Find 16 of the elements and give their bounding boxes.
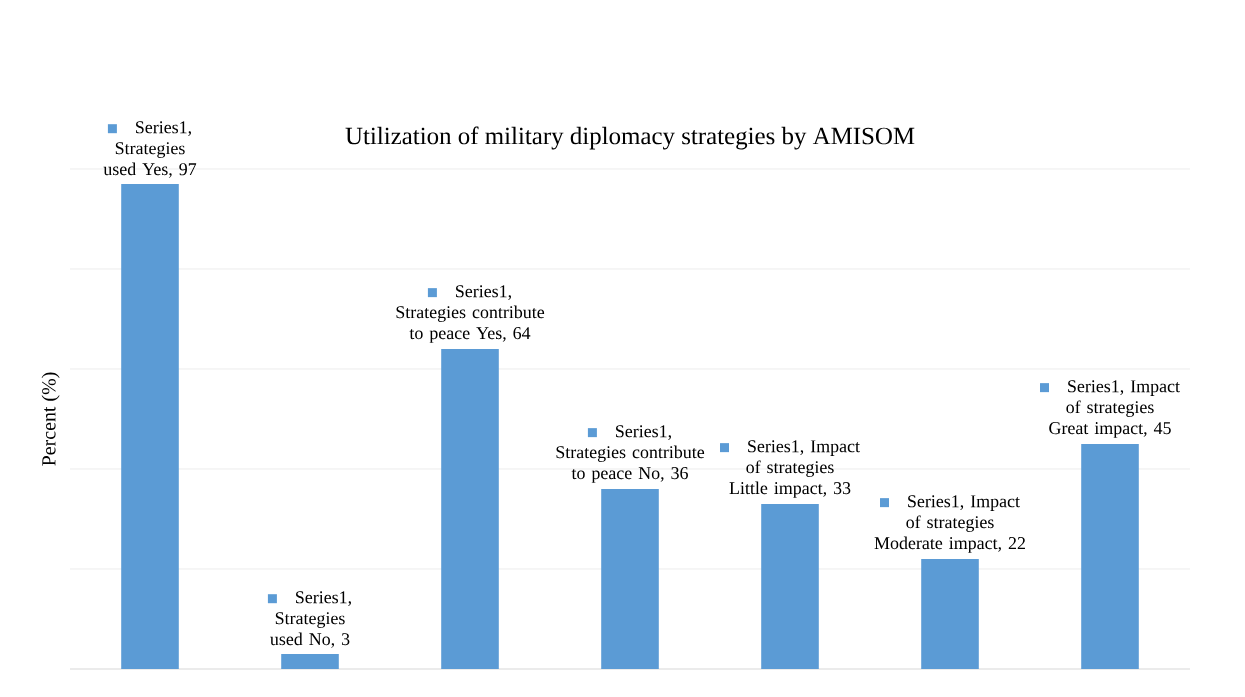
bar	[281, 654, 339, 669]
data-label: Series1, Strategies contribute to peace No, 36	[556, 425, 705, 483]
data-label: Series1, Impact of strategies Moderate impact, 22	[874, 495, 1025, 553]
bar	[1081, 444, 1139, 669]
bar	[761, 504, 819, 669]
data-label: Series1, Strategies contribute to peace Yes, 64	[396, 285, 545, 343]
bar	[441, 349, 499, 669]
bar	[121, 183, 179, 669]
bar	[601, 489, 659, 669]
data-label: Series1, Strategies used Yes, 97	[103, 121, 197, 178]
data-label: Series1, Impact of strategies Great impact, 45	[1049, 380, 1180, 438]
data-label: Series1, Impact of strategies Little impact, 33	[729, 440, 860, 498]
chart-title: Utilization of military diplomacy strategies by AMISOM	[345, 126, 915, 150]
data-label: Series1, Strategies used No, 3	[270, 591, 351, 648]
bar	[921, 559, 979, 669]
y-axis-title: Percent (%)	[41, 372, 60, 466]
